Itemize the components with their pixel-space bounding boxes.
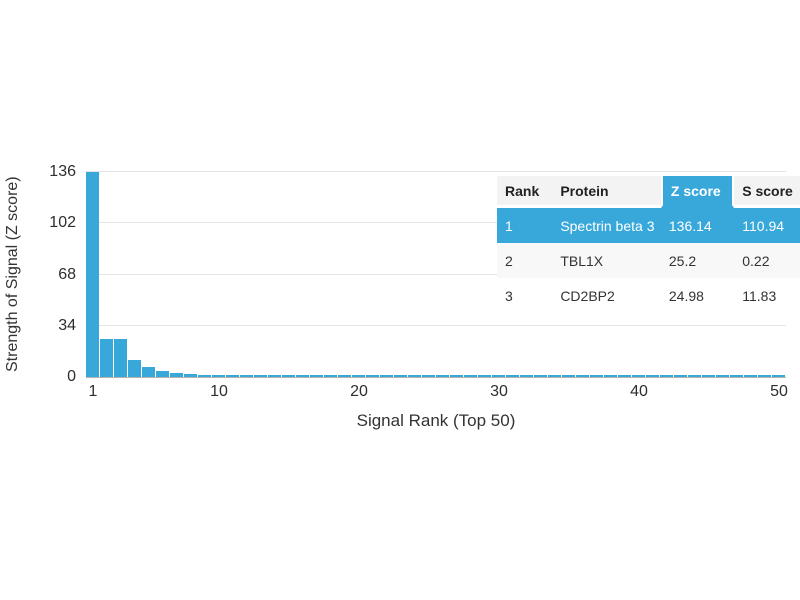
bar xyxy=(338,375,351,377)
x-tick-label: 50 xyxy=(770,383,788,400)
header-z-score: Z score xyxy=(660,176,735,208)
bar xyxy=(170,372,183,377)
plot-area xyxy=(86,171,786,378)
bar xyxy=(268,375,281,377)
bar xyxy=(646,375,659,377)
bar xyxy=(352,375,365,377)
y-tick-label: 102 xyxy=(49,214,76,232)
bar xyxy=(240,375,253,377)
bar xyxy=(212,375,225,377)
y-axis-ticks: 0 34 68 102 136 xyxy=(0,163,78,385)
x-axis-title: Signal Rank (Top 50) xyxy=(356,411,516,430)
bar xyxy=(114,339,127,377)
bar xyxy=(618,375,631,377)
bar xyxy=(184,374,197,377)
bar xyxy=(492,375,505,377)
bar xyxy=(296,375,309,377)
y-tick-label: 136 xyxy=(49,163,76,180)
y-tick-label: 0 xyxy=(67,368,76,385)
x-tick-label: 1 xyxy=(88,383,98,400)
bar xyxy=(366,375,379,377)
bar xyxy=(142,367,155,377)
table-header-row: Rank Protein Z score S score xyxy=(497,176,800,208)
x-tick-label: 10 xyxy=(210,383,228,400)
bar xyxy=(702,375,715,377)
cell-s-score: 0.22 xyxy=(734,243,800,278)
bar xyxy=(254,375,267,377)
bar xyxy=(282,375,295,377)
bar xyxy=(156,370,169,377)
cell-s-score: 11.83 xyxy=(734,278,800,313)
bar xyxy=(520,375,533,377)
cell-protein: Spectrin beta 3 xyxy=(552,208,661,243)
bar xyxy=(324,375,337,377)
gridline xyxy=(86,273,786,275)
gridline xyxy=(86,324,786,326)
bar xyxy=(464,375,477,377)
bar xyxy=(380,375,393,377)
bar xyxy=(226,375,239,377)
gridline xyxy=(86,171,786,172)
table-row: 1 Spectrin beta 3 136.14 110.94 xyxy=(497,208,800,243)
y-tick-label: 68 xyxy=(58,265,76,283)
x-tick-label: 20 xyxy=(350,383,368,400)
header-s-score: S score xyxy=(734,176,800,208)
cell-rank: 2 xyxy=(497,243,553,278)
bar xyxy=(590,375,603,377)
bar xyxy=(506,375,519,377)
cell-z-score: 24.98 xyxy=(660,278,735,313)
bar xyxy=(772,375,785,377)
bar xyxy=(576,375,589,377)
bar xyxy=(744,375,757,377)
bar xyxy=(198,374,211,377)
bar xyxy=(86,171,99,377)
bar xyxy=(100,339,113,377)
cell-protein: CD2BP2 xyxy=(552,278,661,313)
x-tick-label: 30 xyxy=(490,383,508,400)
y-tick-label: 34 xyxy=(58,316,76,334)
cell-rank: 3 xyxy=(497,278,553,313)
bar xyxy=(730,375,743,377)
bar xyxy=(450,375,463,377)
x-axis-ticks: 1 10 20 30 40 50 xyxy=(86,383,788,403)
cell-protein: TBL1X xyxy=(552,243,661,278)
bar xyxy=(436,375,449,377)
table-row: 2 TBL1X 25.2 0.22 xyxy=(497,243,800,278)
bar xyxy=(562,375,575,377)
ranking-table: Rank Protein Z score S score 1 Spectrin … xyxy=(497,176,800,313)
cell-s-score: 110.94 xyxy=(734,208,800,243)
bar xyxy=(632,375,645,377)
bar xyxy=(422,375,435,377)
cell-rank: 1 xyxy=(497,208,553,243)
bar xyxy=(478,375,491,377)
x-tick-label: 40 xyxy=(630,383,648,400)
header-protein: Protein xyxy=(552,176,661,208)
bar xyxy=(674,375,687,377)
table-row: 3 CD2BP2 24.98 11.83 xyxy=(497,278,800,313)
gridline xyxy=(86,222,786,224)
bar xyxy=(758,375,771,377)
bars xyxy=(86,171,786,377)
bar xyxy=(688,375,701,377)
bar xyxy=(716,375,729,377)
bar xyxy=(660,375,673,377)
bar xyxy=(394,375,407,377)
cell-z-score: 25.2 xyxy=(660,243,735,278)
bar xyxy=(548,375,561,377)
bar xyxy=(534,375,547,377)
cell-z-score: 136.14 xyxy=(660,208,735,243)
bar xyxy=(408,375,421,377)
header-rank: Rank xyxy=(497,176,553,208)
bar xyxy=(604,375,617,377)
bar xyxy=(128,359,141,377)
bar xyxy=(310,375,323,377)
